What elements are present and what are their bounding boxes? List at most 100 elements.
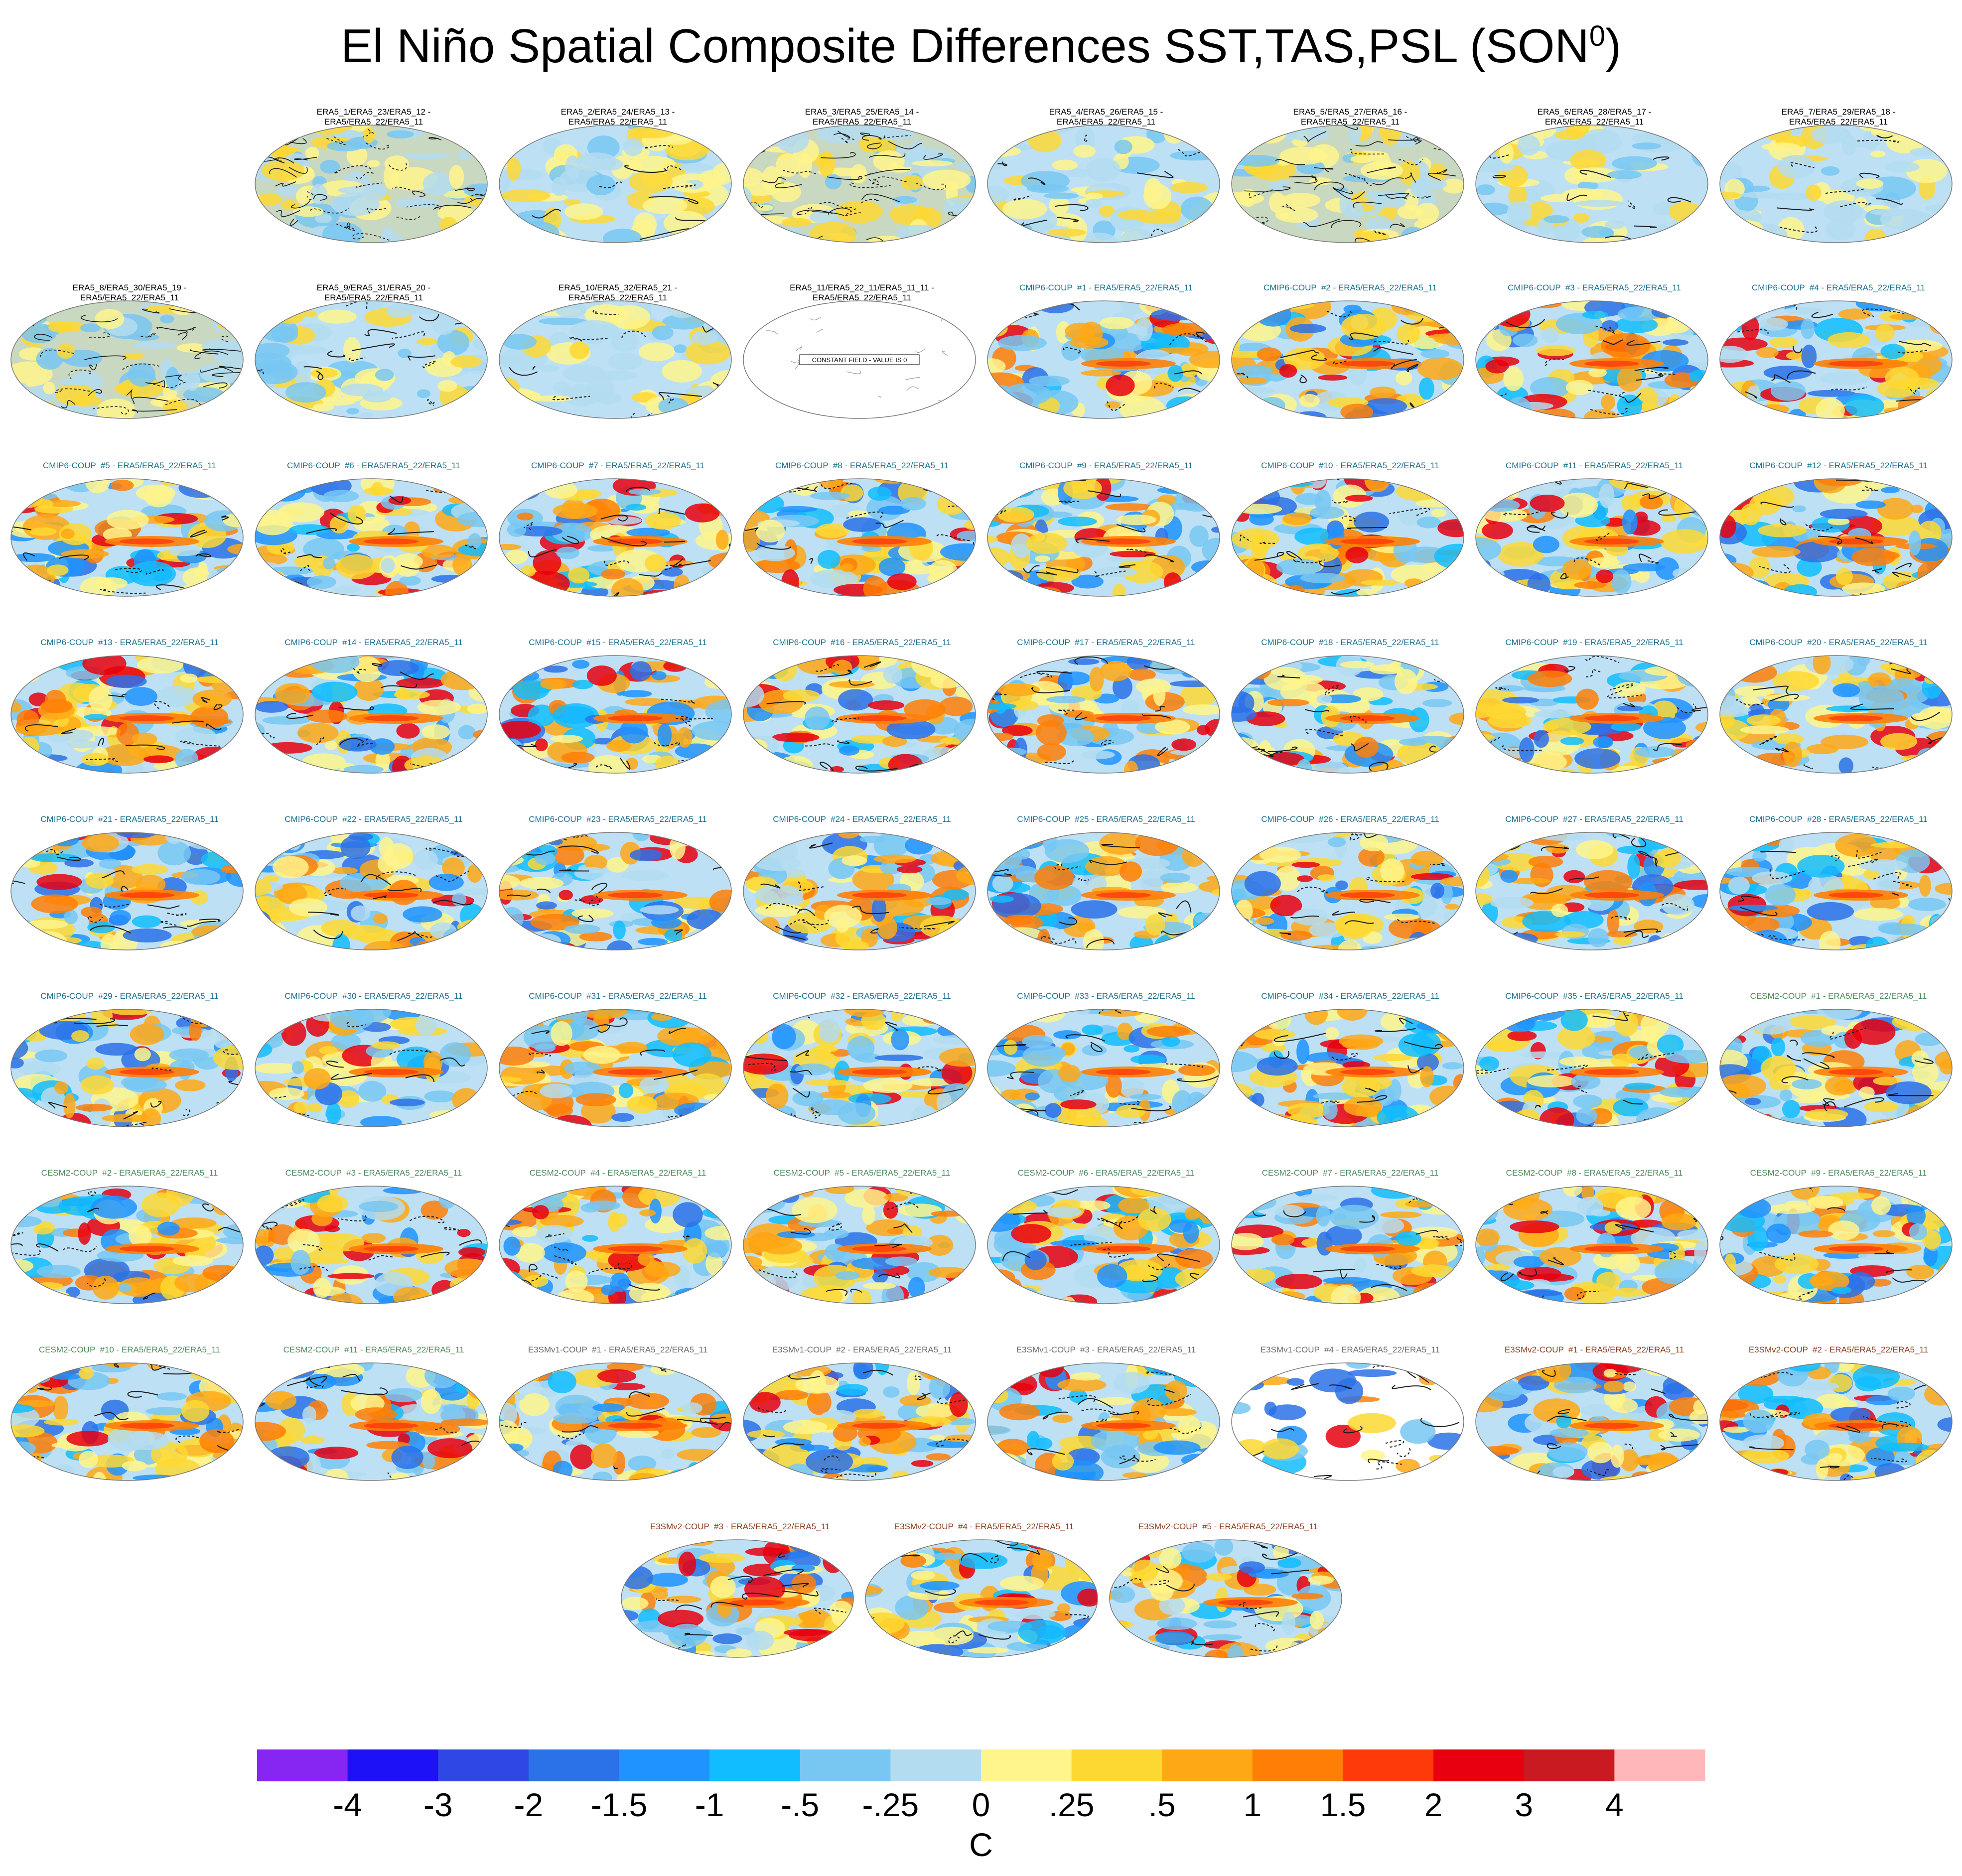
panel-title-line2: ERA5/ERA5_22/ERA5_11 <box>812 117 912 127</box>
robinson-map <box>1231 1362 1464 1481</box>
map-panel: CESM2-COUP #9 - ERA5/ERA5_22/ERA5_11 <box>1719 1168 1958 1328</box>
panel-title: CMIP6-COUP #23 - ERA5/ERA5_22/ERA5_11 <box>498 814 737 824</box>
map-panel: CMIP6-COUP #6 - ERA5/ERA5_22/ERA5_11 <box>254 461 493 620</box>
robinson-map <box>10 1186 244 1304</box>
panel-title-line1: CMIP6-COUP #11 - ERA5/ERA5_22/ERA5_11 <box>1505 461 1683 470</box>
panel-title-line1: CMIP6-COUP #4 - ERA5/ERA5_22/ERA5_11 <box>1751 283 1926 292</box>
panel-title: CMIP6-COUP #6 - ERA5/ERA5_22/ERA5_11 <box>254 461 493 471</box>
map-panel: CMIP6-COUP #7 - ERA5/ERA5_22/ERA5_11 <box>498 461 737 620</box>
panel-title: CMIP6-COUP #12 - ERA5/ERA5_22/ERA5_11 <box>1719 461 1958 471</box>
robinson-map <box>1231 832 1464 950</box>
map-panel: E3SMv2-COUP #2 - ERA5/ERA5_22/ERA5_11 <box>1719 1345 1958 1504</box>
panel-title: ERA5_3/ERA5_25/ERA5_14 - ERA5/ERA5_22/ERA… <box>742 107 981 127</box>
panel-title-line1: CESM2-COUP #3 - ERA5/ERA5_22/ERA5_11 <box>285 1168 462 1178</box>
robinson-map <box>499 1186 732 1304</box>
chart-title-superscript: 0 <box>1589 20 1606 52</box>
panel-title-line1: CESM2-COUP #11 - ERA5/ERA5_22/ERA5_11 <box>283 1345 464 1354</box>
panel-title: CESM2-COUP #1 - ERA5/ERA5_22/ERA5_11 <box>1719 991 1958 1001</box>
panel-title-line1: CESM2-COUP #4 - ERA5/ERA5_22/ERA5_11 <box>529 1168 706 1178</box>
robinson-map <box>1231 478 1464 597</box>
robinson-map <box>1719 478 1953 597</box>
map-panel: CMIP6-COUP #5 - ERA5/ERA5_22/ERA5_11 <box>10 461 249 620</box>
map-panel: E3SMv1-COUP #1 - ERA5/ERA5_22/ERA5_11 <box>498 1345 737 1504</box>
panel-title: CMIP6-COUP #5 - ERA5/ERA5_22/ERA5_11 <box>10 461 249 471</box>
robinson-map <box>499 125 732 243</box>
panel-title: CMIP6-COUP #29 - ERA5/ERA5_22/ERA5_11 <box>10 991 249 1001</box>
map-panel: CMIP6-COUP #1 - ERA5/ERA5_22/ERA5_11 <box>986 283 1226 442</box>
panel-title: E3SMv1-COUP #1 - ERA5/ERA5_22/ERA5_11 <box>498 1345 737 1355</box>
map-panel: ERA5_11/ERA5_22_11/ERA5_11_11 - ERA5/ERA5… <box>742 283 981 442</box>
panel-title: CMIP6-COUP #35 - ERA5/ERA5_22/ERA5_11 <box>1475 991 1714 1001</box>
robinson-map <box>987 655 1220 774</box>
panel-title-line1: CESM2-COUP #2 - ERA5/ERA5_22/ERA5_11 <box>41 1168 218 1178</box>
map-panel: CMIP6-COUP #32 - ERA5/ERA5_22/ERA5_11 <box>742 991 981 1151</box>
robinson-map <box>1719 1186 1953 1304</box>
robinson-map <box>987 478 1220 597</box>
robinson-map <box>743 1186 976 1304</box>
panel-title-line1: CMIP6-COUP #23 - ERA5/ERA5_22/ERA5_11 <box>529 814 707 824</box>
map-panel: CMIP6-COUP #10 - ERA5/ERA5_22/ERA5_11 <box>1231 461 1470 620</box>
panel-title: CMIP6-COUP #15 - ERA5/ERA5_22/ERA5_11 <box>498 638 737 648</box>
panel-title: E3SMv2-COUP #4 - ERA5/ERA5_22/ERA5_11 <box>864 1522 1104 1532</box>
map-panel: ERA5_7/ERA5_29/ERA5_18 - ERA5/ERA5_22/ERA… <box>1719 107 1958 267</box>
panel-title: ERA5_1/ERA5_23/ERA5_12 - ERA5/ERA5_22/ERA… <box>254 107 493 127</box>
map-panel: CMIP6-COUP #3 - ERA5/ERA5_22/ERA5_11 <box>1475 283 1714 442</box>
panel-title: CMIP6-COUP #31 - ERA5/ERA5_22/ERA5_11 <box>498 991 737 1001</box>
panel-title-line1: CMIP6-COUP #24 - ERA5/ERA5_22/ERA5_11 <box>773 814 951 824</box>
robinson-map <box>255 1362 488 1481</box>
panel-title-line1: E3SMv1-COUP #2 - ERA5/ERA5_22/ERA5_11 <box>772 1345 952 1354</box>
panel-title-line1: CMIP6-COUP #19 - ERA5/ERA5_22/ERA5_11 <box>1505 638 1683 647</box>
panel-title: CMIP6-COUP #28 - ERA5/ERA5_22/ERA5_11 <box>1719 814 1958 824</box>
chart-title-close: ) <box>1605 19 1622 73</box>
panel-title-line1: ERA5_2/ERA5_24/ERA5_13 - <box>561 107 675 117</box>
map-panel: CMIP6-COUP #34 - ERA5/ERA5_22/ERA5_11 <box>1231 991 1470 1151</box>
panel-title-line1: CMIP6-COUP #12 - ERA5/ERA5_22/ERA5_11 <box>1749 461 1928 470</box>
map-panel: CMIP6-COUP #21 - ERA5/ERA5_22/ERA5_11 <box>10 814 249 974</box>
panel-title: CMIP6-COUP #27 - ERA5/ERA5_22/ERA5_11 <box>1475 814 1714 824</box>
panel-title: CMIP6-COUP #30 - ERA5/ERA5_22/ERA5_11 <box>254 991 493 1001</box>
map-panel: E3SMv2-COUP #1 - ERA5/ERA5_22/ERA5_11 <box>1475 1345 1714 1504</box>
panel-title-line1: CESM2-COUP #7 - ERA5/ERA5_22/ERA5_11 <box>1261 1168 1439 1178</box>
robinson-map <box>255 125 488 243</box>
panel-title: ERA5_11/ERA5_22_11/ERA5_11_11 - ERA5/ERA5… <box>742 283 981 303</box>
map-panel: CMIP6-COUP #18 - ERA5/ERA5_22/ERA5_11 <box>1231 638 1470 797</box>
robinson-map <box>743 655 976 774</box>
robinson-map <box>987 125 1220 243</box>
panel-title: CMIP6-COUP #4 - ERA5/ERA5_22/ERA5_11 <box>1719 283 1958 293</box>
constant-field-label: CONSTANT FIELD - VALUE IS 0 <box>812 356 907 364</box>
panel-title-line1: E3SMv1-COUP #1 - ERA5/ERA5_22/ERA5_11 <box>528 1345 708 1354</box>
map-panel: ERA5_6/ERA5_28/ERA5_17 - ERA5/ERA5_22/ERA… <box>1475 107 1714 267</box>
panel-title-line1: CMIP6-COUP #30 - ERA5/ERA5_22/ERA5_11 <box>284 991 463 1001</box>
robinson-map <box>1475 1009 1708 1127</box>
panel-title: CMIP6-COUP #16 - ERA5/ERA5_22/ERA5_11 <box>742 638 981 648</box>
panel-title-line1: CMIP6-COUP #10 - ERA5/ERA5_22/ERA5_11 <box>1261 461 1439 470</box>
robinson-map <box>255 1186 488 1304</box>
robinson-map <box>10 655 244 774</box>
panel-title: ERA5_5/ERA5_27/ERA5_16 - ERA5/ERA5_22/ERA… <box>1231 107 1470 127</box>
map-panel: CMIP6-COUP #15 - ERA5/ERA5_22/ERA5_11 <box>498 638 737 797</box>
map-panel: CESM2-COUP #11 - ERA5/ERA5_22/ERA5_11 <box>254 1345 493 1504</box>
robinson-map <box>255 832 488 950</box>
panel-title-line2: ERA5/ERA5_22/ERA5_11 <box>1789 117 1888 127</box>
map-panel: CESM2-COUP #10 - ERA5/ERA5_22/ERA5_11 <box>10 1345 249 1504</box>
panel-title-line1: CMIP6-COUP #35 - ERA5/ERA5_22/ERA5_11 <box>1505 991 1683 1001</box>
panel-title-line1: CESM2-COUP #5 - ERA5/ERA5_22/ERA5_11 <box>773 1168 951 1178</box>
robinson-map <box>10 300 244 419</box>
panel-title: E3SMv1-COUP #2 - ERA5/ERA5_22/ERA5_11 <box>742 1345 981 1355</box>
panel-title-line2: ERA5/ERA5_22/ERA5_11 <box>568 293 668 302</box>
panel-title-line1: ERA5_5/ERA5_27/ERA5_16 - <box>1293 107 1407 117</box>
panel-title-line1: CMIP6-COUP #22 - ERA5/ERA5_22/ERA5_11 <box>284 814 463 824</box>
panel-title-line1: CMIP6-COUP #21 - ERA5/ERA5_22/ERA5_11 <box>40 814 219 824</box>
panel-title: E3SMv1-COUP #4 - ERA5/ERA5_22/ERA5_11 <box>1231 1345 1470 1355</box>
panel-title-line1: CMIP6-COUP #3 - ERA5/ERA5_22/ERA5_11 <box>1507 283 1682 292</box>
map-panel: CMIP6-COUP #22 - ERA5/ERA5_22/ERA5_11 <box>254 814 493 974</box>
robinson-map <box>255 1009 488 1127</box>
robinson-map <box>499 1362 732 1481</box>
robinson-map <box>499 300 732 419</box>
panel-title-line1: ERA5_9/ERA5_31/ERA5_20 - <box>316 283 431 292</box>
map-panel: CESM2-COUP #5 - ERA5/ERA5_22/ERA5_11 <box>742 1168 981 1328</box>
panel-title-line1: CMIP6-COUP #5 - ERA5/ERA5_22/ERA5_11 <box>42 461 217 470</box>
map-panel: CESM2-COUP #2 - ERA5/ERA5_22/ERA5_11 <box>10 1168 249 1328</box>
map-panel: ERA5_8/ERA5_30/ERA5_19 - ERA5/ERA5_22/ERA… <box>10 283 249 442</box>
panel-title-line1: CESM2-COUP #9 - ERA5/ERA5_22/ERA5_11 <box>1750 1168 1927 1178</box>
